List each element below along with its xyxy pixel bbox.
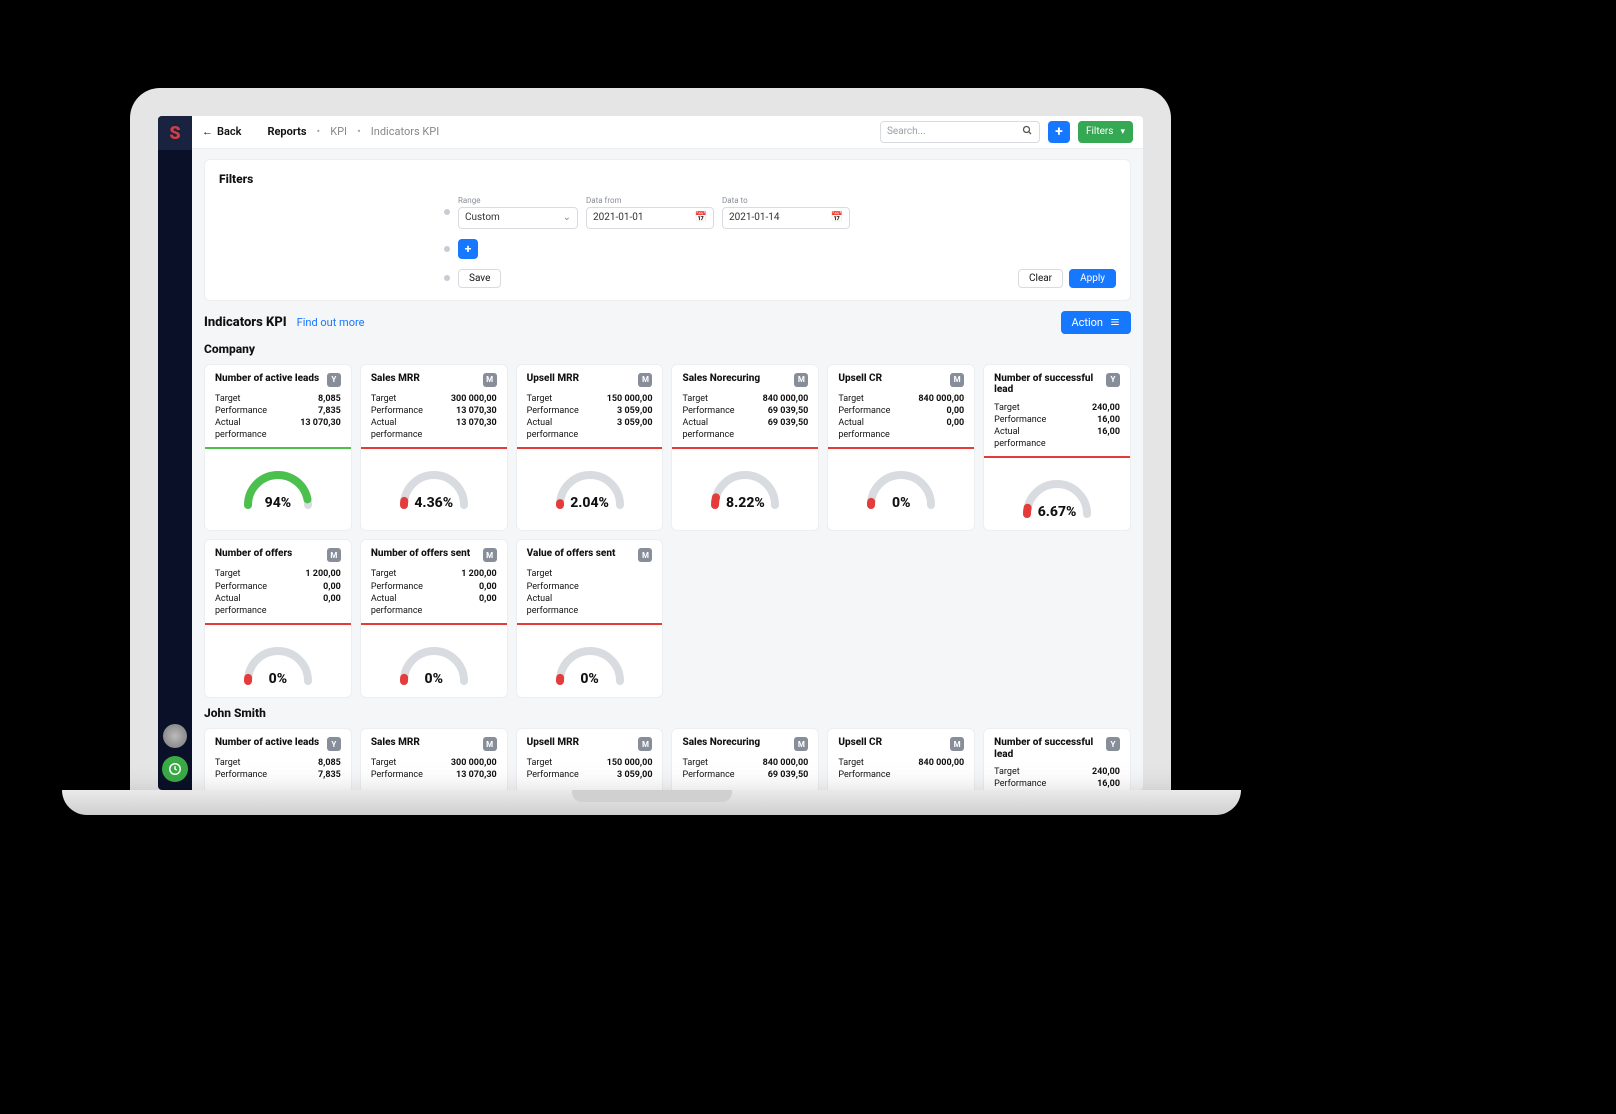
kpi-card[interactable]: Sales MRR M Target300 000,00 Performance… (360, 728, 508, 790)
date-to-label: Data to (722, 196, 850, 205)
filters-button[interactable]: Filters (1078, 121, 1133, 143)
period-badge: Y (1106, 737, 1120, 751)
filters-title: Filters (219, 172, 1116, 186)
date-from-input[interactable]: 2021-01-01 (586, 207, 714, 229)
search-icon (1021, 124, 1033, 139)
user-avatar[interactable] (163, 724, 187, 748)
period-badge: M (483, 737, 497, 751)
left-sidebar: S (158, 116, 192, 790)
kpi-card-title: Sales Norecuring (682, 737, 760, 749)
period-badge: Y (1106, 373, 1120, 387)
search-placeholder: Search... (887, 126, 926, 137)
action-label: Action (1071, 316, 1103, 329)
kpi-card[interactable]: Upsell CR M Target840 000,00 Performance (827, 728, 975, 790)
period-badge: Y (327, 373, 341, 387)
date-to-value: 2021-01-14 (729, 212, 780, 223)
filters-label: Filters (1086, 126, 1114, 137)
kpi-card-title: Sales MRR (371, 737, 420, 749)
apply-button[interactable]: Apply (1069, 269, 1116, 288)
kpi-card-title: Number of offers sent (371, 548, 470, 560)
calendar-icon (695, 212, 707, 223)
save-filter-button[interactable]: Save (458, 269, 501, 288)
kpi-card-title: Number of active leads (215, 737, 319, 749)
kpi-card[interactable]: Value of offers sent M Target Performanc… (516, 539, 664, 698)
kpi-card[interactable]: Upsell MRR M Target150 000,00 Performanc… (516, 364, 664, 532)
clock-icon[interactable] (162, 756, 188, 782)
kpi-card-title: Number of offers (215, 548, 292, 560)
kpi-card-title: Upsell CR (838, 737, 882, 749)
date-to-input[interactable]: 2021-01-14 (722, 207, 850, 229)
menu-icon (1109, 317, 1121, 327)
kpi-card[interactable]: Upsell MRR M Target150 000,00 Performanc… (516, 728, 664, 790)
breadcrumb-root[interactable]: Reports (267, 125, 306, 138)
kpi-card-title: Upsell CR (838, 373, 882, 385)
breadcrumb-mid[interactable]: KPI (330, 125, 347, 138)
action-button[interactable]: Action (1061, 311, 1131, 334)
calendar-icon (831, 212, 843, 223)
kpi-card-title: Upsell MRR (527, 737, 579, 749)
kpi-card-title: Value of offers sent (527, 548, 616, 560)
breadcrumb-leaf: Indicators KPI (371, 125, 439, 138)
back-button[interactable]: Back (202, 125, 241, 138)
kpi-card[interactable]: Sales Norecuring M Target840 000,00 Perf… (671, 728, 819, 790)
add-button[interactable]: + (1048, 121, 1070, 143)
kpi-card[interactable]: Number of offers sent M Target1 200,00 P… (360, 539, 508, 698)
kpi-card-title: Upsell MRR (527, 373, 579, 385)
period-badge: M (327, 548, 341, 562)
kpi-card[interactable]: Sales MRR M Target300 000,00 Performance… (360, 364, 508, 532)
kpi-card[interactable]: Number of offers M Target1 200,00 Perfor… (204, 539, 352, 698)
page-header: Indicators KPI Find out more Action (204, 311, 1131, 334)
kpi-card[interactable]: Upsell CR M Target840 000,00 Performance… (827, 364, 975, 532)
page-title: Indicators KPI (204, 315, 287, 330)
group-title: John Smith (204, 706, 1131, 720)
back-label: Back (217, 125, 241, 138)
period-badge: M (638, 548, 652, 562)
kpi-card[interactable]: Number of active leads Y Target8,085 Per… (204, 364, 352, 532)
kpi-card[interactable]: Number of successful lead Y Target240,00… (983, 728, 1131, 790)
period-badge: M (950, 737, 964, 751)
app-logo[interactable]: S (158, 116, 192, 150)
add-filter-button[interactable]: + (458, 239, 478, 259)
kpi-card[interactable]: Number of active leads Y Target8,085 Per… (204, 728, 352, 790)
filters-panel: Filters Range Custom Data from (204, 159, 1131, 301)
period-badge: M (950, 373, 964, 387)
find-out-more-link[interactable]: Find out more (297, 316, 365, 329)
kpi-card[interactable]: Sales Norecuring M Target840 000,00 Perf… (671, 364, 819, 532)
kpi-card-title: Sales Norecuring (682, 373, 760, 385)
search-input[interactable]: Search... (880, 121, 1040, 143)
clear-button[interactable]: Clear (1018, 269, 1063, 288)
arrow-left-icon (202, 125, 213, 138)
kpi-card-title: Number of successful lead (994, 373, 1106, 396)
period-badge: M (638, 373, 652, 387)
kpi-card-title: Number of active leads (215, 373, 319, 385)
kpi-card-title: Number of successful lead (994, 737, 1106, 760)
period-badge: M (483, 373, 497, 387)
topbar: Back Reports • KPI • Indicators KPI Sear… (192, 116, 1143, 149)
period-badge: M (794, 373, 808, 387)
kpi-card[interactable]: Number of successful lead Y Target240,00… (983, 364, 1131, 532)
period-badge: M (483, 548, 497, 562)
kpi-card-title: Sales MRR (371, 373, 420, 385)
date-from-label: Data from (586, 196, 714, 205)
chevron-down-icon (563, 212, 571, 223)
period-badge: Y (327, 737, 341, 751)
range-select[interactable]: Custom (458, 207, 578, 229)
range-label: Range (458, 196, 578, 205)
date-from-value: 2021-01-01 (593, 212, 644, 223)
group-title: Company (204, 342, 1131, 356)
range-value: Custom (465, 212, 500, 223)
period-badge: M (794, 737, 808, 751)
period-badge: M (638, 737, 652, 751)
